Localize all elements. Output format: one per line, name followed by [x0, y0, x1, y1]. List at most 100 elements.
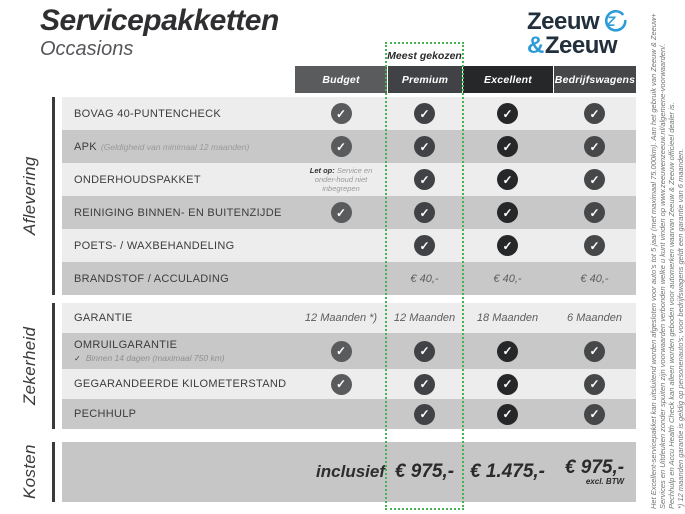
svg-text:Z: Z [606, 13, 616, 29]
row-label: ONDERHOUDSPAKKET [74, 173, 201, 186]
row-label: POETS- / WAXBEHANDELING [74, 239, 235, 252]
section-label-kosten: Kosten [20, 444, 39, 500]
check-icon: ✓ [330, 340, 352, 362]
column-header-excellent: Excellent [462, 66, 553, 93]
kosten-cell-premium: € 975,- [387, 462, 462, 482]
row-label: APK (Geldigheid van minimaal 12 maanden) [74, 140, 250, 153]
cell-bedrijfswagens: ✓ [553, 403, 636, 425]
cell-premium: ✓ [387, 103, 462, 124]
section-divider-zekerheid [52, 303, 55, 429]
footnotes: Het Excellent-servicepakket kan uitsluit… [649, 6, 685, 509]
cell-excellent: ✓ [462, 202, 553, 223]
section-label-aflevering: Aflevering [20, 156, 39, 236]
cell-bedrijfswagens: ✓ [553, 136, 636, 157]
cell-premium: ✓ [387, 235, 462, 256]
price-block: € 975,- [395, 462, 454, 482]
cell-budget: ✓ [295, 136, 387, 157]
footnote-line-2: Services en Uitdeuken zonder spuiten zij… [658, 43, 667, 509]
page-subtitle: Occasions [40, 38, 134, 60]
meest-gekozen-badge: Meest gekozen [387, 49, 462, 62]
cell-bedrijfswagens: ✓ [553, 103, 636, 124]
check-icon: ✓ [497, 136, 518, 157]
logo-line-2: &Zeeuw [527, 34, 627, 58]
check-icon: ✓ [497, 373, 518, 395]
cell-premium: ✓ [387, 202, 462, 223]
check-icon: ✓ [497, 103, 518, 124]
row-label: GARANTIE [74, 312, 133, 324]
check-icon: ✓ [584, 202, 605, 223]
row-label-cell: APK (Geldigheid van minimaal 12 maanden) [62, 141, 295, 153]
check-icon: ✓ [584, 103, 605, 124]
cell-value: 12 Maanden *) [304, 312, 378, 324]
cell-budget: 12 Maanden *) [295, 312, 387, 324]
check-icon: ✓ [584, 169, 605, 190]
row-brandstof-acculading: BRANDSTOF / ACCULADING € 40,- € 40,- € 40,- [62, 262, 636, 295]
footnote-line-3: Pechhulp en Accu Health Check kan alleen… [667, 102, 676, 509]
check-icon: ✓ [497, 169, 518, 190]
page-header: Servicepakketten Occasions [40, 4, 279, 60]
kosten-row: Kosten inclusief € 975,- € 1.475,- € 975,- ex… [20, 442, 636, 502]
row-label-cell: GEGARANDEERDE KILOMETERSTAND [62, 378, 295, 390]
cell-excellent: ✓ [462, 136, 553, 157]
cell-premium: € 40,- [387, 273, 462, 285]
price-block: € 975,- excl. BTW [565, 458, 625, 487]
price-note: excl. BTW [585, 477, 625, 486]
column-header-bedrijfswagens: Bedrijfswagens [553, 66, 636, 93]
cell-bedrijfswagens: 6 Maanden [553, 312, 636, 324]
logo-z-swoosh-icon: Z [605, 9, 627, 32]
logo-word-1: Zeeuw [527, 7, 600, 35]
row-label: GEGARANDEERDE KILOMETERSTAND [74, 378, 287, 390]
cell-excellent: ✓ [462, 235, 553, 256]
check-icon: ✓ [584, 235, 605, 256]
row-reiniging-binnen-en-buitenzijde: REINIGING BINNEN- EN BUITENZIJDE ✓ ✓ ✓ ✓ [62, 196, 636, 229]
cell-value: € 40,- [410, 272, 439, 285]
cell-premium: 12 Maanden [387, 312, 462, 324]
row-poets-waxbehandeling: POETS- / WAXBEHANDELING ✓ ✓ ✓ [62, 229, 636, 262]
price-block: € 1.475,- [470, 462, 545, 482]
cell-premium: ✓ [387, 373, 462, 395]
row-sub-note: ✓ Binnen 14 dagen (maximaal 750 km) [74, 353, 225, 363]
cell-value: 6 Maanden [566, 312, 623, 324]
row-omruilgarantie: OMRUILGARANTIE ✓ Binnen 14 dagen (maximaal… [62, 333, 636, 369]
cell-premium: ✓ [387, 403, 462, 425]
check-icon: ✓ [584, 403, 605, 425]
check-icon: ✓ [330, 373, 352, 395]
footnote-line-4: *) 12 maanden garantie is geldig op pers… [676, 148, 685, 509]
cell-bedrijfswagens: ✓ [553, 340, 636, 362]
row-label-cell: PECHHULP [62, 408, 295, 420]
cell-value: 12 Maanden [393, 312, 456, 324]
row-label-cell: OMRUILGARANTIE ✓ Binnen 14 dagen (maximaal… [62, 339, 295, 363]
zeeuw-logo: Zeeuw Z &Zeeuw [527, 7, 627, 58]
cell-budget: ✓ [295, 340, 387, 362]
price-value: € 1.475,- [470, 461, 545, 482]
section-zekerheid: Zekerheid GARANTIE 12 Maanden *) 12 Maanden… [20, 303, 636, 429]
cell-budget: ✓ [295, 103, 387, 124]
check-icon: ✓ [584, 340, 605, 362]
cell-excellent: ✓ [462, 340, 553, 362]
check-icon: ✓ [414, 340, 435, 362]
cell-excellent: € 40,- [462, 273, 553, 285]
check-icon: ✓ [414, 169, 435, 190]
row-bovag-40-puntencheck: BOVAG 40-PUNTENCHECK ✓ ✓ ✓ ✓ [62, 97, 636, 130]
cell-excellent: 18 Maanden [462, 312, 553, 324]
cell-excellent: ✓ [462, 373, 553, 395]
column-header-budget: Budget [295, 66, 387, 93]
check-icon: ✓ [497, 235, 518, 256]
check-icon: ✓ [414, 136, 435, 157]
row-gegarandeerde-kilometerstand: GEGARANDEERDE KILOMETERSTAND ✓ ✓ ✓ ✓ [62, 369, 636, 399]
row-label: OMRUILGARANTIE [74, 339, 178, 351]
check-icon: ✓ [414, 103, 435, 124]
cell-bedrijfswagens: € 40,- [553, 273, 636, 285]
cell-note: Let op: Service en onder-houd niet inbeg… [309, 166, 373, 193]
row-label-cell: BOVAG 40-PUNTENCHECK [62, 108, 295, 120]
row-pechhulp: PECHHULP ✓ ✓ ✓ [62, 399, 636, 429]
cell-excellent: ✓ [462, 403, 553, 425]
page-title: Servicepakketten [40, 4, 279, 37]
check-icon: ✓ [497, 340, 518, 362]
column-header-premium: Premium [387, 66, 462, 93]
row-label: PECHHULP [74, 408, 137, 420]
cell-budget: Let op: Service en onder-houd niet inbeg… [295, 166, 387, 193]
check-icon: ✓ [497, 403, 518, 425]
kosten-cell-budget: inclusief [316, 462, 385, 481]
cell-value: 18 Maanden [476, 312, 539, 324]
